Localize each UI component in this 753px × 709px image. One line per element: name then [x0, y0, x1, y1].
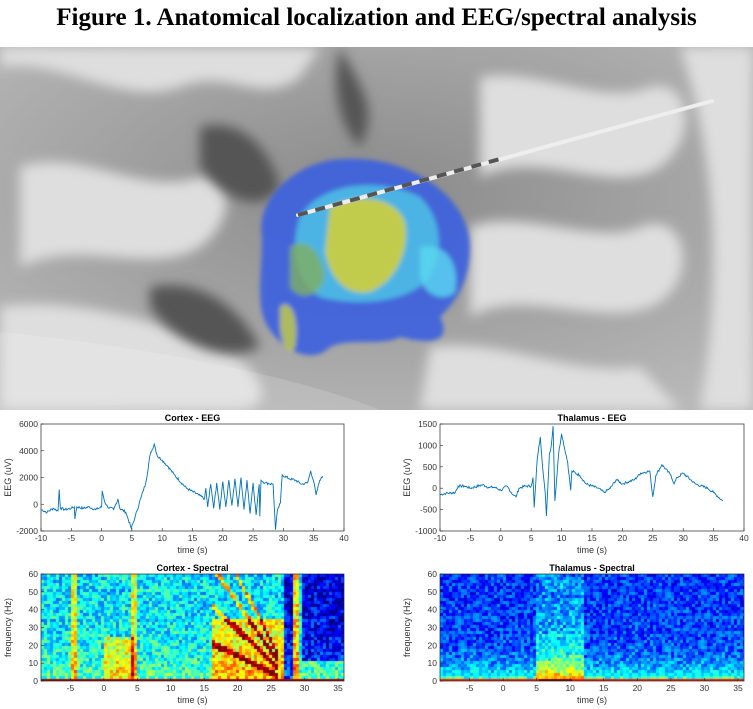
thalamus-eeg-plot: Thalamus - EEG time (s) EEG (uV) -10 -5 0 5 10 1… — [402, 413, 749, 555]
x-tick-label: -5 — [68, 533, 76, 543]
plot-title: Thalamus - EEG — [557, 413, 626, 423]
axes-box — [40, 423, 345, 532]
x-tick-label: -5 — [467, 533, 475, 543]
y-tick-label: 20 — [428, 640, 438, 650]
cortex-eeg-plot: Cortex - EEG time (s) EEG (uV) -10 -5 0 5 10 15 2… — [3, 413, 349, 555]
y-tick-label: 30 — [428, 623, 438, 633]
x-tick-label: 10 — [565, 683, 575, 693]
y-axis-label: frequency (Hz) — [402, 598, 412, 657]
spectrogram-axes: Thalamus - Spectral time (s) frequency (Hz… — [402, 563, 745, 705]
x-axis-label: time (s) — [577, 545, 607, 555]
y-tick-label: -500 — [420, 505, 437, 515]
y-tick-label: 50 — [428, 587, 438, 597]
x-tick-label: -5 — [466, 683, 474, 693]
x-tick-label: 15 — [188, 533, 198, 543]
x-tick-label: 10 — [166, 683, 176, 693]
x-axis-label: time (s) — [178, 545, 208, 555]
x-tick-label: 15 — [199, 683, 209, 693]
y-tick-label: 40 — [428, 605, 438, 615]
electrode-shaft — [296, 99, 714, 217]
eeg-trace-cortex — [40, 442, 324, 530]
y-axis-label: EEG (uV) — [3, 458, 13, 497]
x-tick-label: 10 — [557, 533, 567, 543]
x-axis-label: time (s) — [178, 695, 208, 705]
y-tick-label: 60 — [428, 569, 438, 579]
y-tick-label: 0 — [432, 676, 437, 686]
spectrogram-heatmap — [41, 574, 344, 681]
axes-box — [439, 423, 745, 532]
y-tick-label: 40 — [29, 605, 39, 615]
x-tick-label: -10 — [35, 533, 48, 543]
y-axis-label: EEG (uV) — [402, 458, 412, 497]
x-tick-label: 25 — [248, 533, 258, 543]
y-tick-label: 60 — [29, 569, 39, 579]
x-tick-label: 0 — [99, 533, 104, 543]
x-tick-label: 40 — [339, 533, 349, 543]
x-tick-label: 40 — [739, 533, 749, 543]
x-tick-label: 15 — [587, 533, 597, 543]
x-tick-label: 20 — [218, 533, 228, 543]
spectrogram-axes: Cortex - Spectral time (s) frequency (Hz) -… — [3, 563, 345, 705]
x-tick-label: 5 — [534, 683, 539, 693]
x-tick-label: 10 — [157, 533, 167, 543]
x-tick-label: 30 — [678, 533, 688, 543]
spectrogram-heatmap — [440, 574, 744, 681]
x-tick-label: 35 — [309, 533, 319, 543]
plot-title: Thalamus - Spectral — [549, 563, 635, 573]
y-axis-label: frequency (Hz) — [3, 598, 13, 657]
x-tick-label: 5 — [130, 533, 135, 543]
x-tick-label: -5 — [67, 683, 75, 693]
x-axis-label: time (s) — [577, 695, 607, 705]
x-tick-label: 0 — [102, 683, 107, 693]
cortex-spectral-plot: Cortex - Spectral time (s) frequency (Hz) -… — [0, 560, 376, 709]
x-tick-label: 35 — [709, 533, 719, 543]
y-tick-label: -1000 — [415, 526, 437, 536]
x-tick-label: 20 — [633, 683, 643, 693]
y-tick-label: -2000 — [16, 526, 38, 536]
x-tick-label: 0 — [501, 683, 506, 693]
x-tick-label: 25 — [266, 683, 276, 693]
x-tick-label: 30 — [300, 683, 310, 693]
plot-title: Cortex - Spectral — [156, 563, 228, 573]
y-tick-label: 2000 — [19, 473, 38, 483]
x-tick-label: 35 — [333, 683, 343, 693]
x-tick-label: 0 — [498, 533, 503, 543]
x-tick-label: -10 — [434, 533, 447, 543]
y-tick-label: 1500 — [418, 419, 437, 429]
y-tick-label: 4000 — [19, 446, 38, 456]
y-tick-label: 30 — [29, 623, 39, 633]
x-tick-label: 5 — [529, 533, 534, 543]
x-tick-label: 25 — [648, 533, 658, 543]
x-tick-label: 30 — [700, 683, 710, 693]
x-tick-label: 15 — [599, 683, 609, 693]
y-tick-label: 20 — [29, 640, 39, 650]
axes-box — [439, 573, 745, 682]
x-tick-label: 35 — [733, 683, 743, 693]
y-tick-label: 0 — [432, 483, 437, 493]
y-tick-label: 6000 — [19, 419, 38, 429]
figure-title: Figure 1. Anatomical localization and EE… — [56, 4, 697, 31]
y-tick-label: 10 — [29, 658, 39, 668]
y-tick-label: 10 — [428, 658, 438, 668]
plot-title: Cortex - EEG — [165, 413, 221, 423]
y-tick-label: 500 — [423, 462, 437, 472]
axes-box — [40, 573, 345, 682]
y-tick-label: 1000 — [418, 440, 437, 450]
y-tick-label: 0 — [33, 676, 38, 686]
x-tick-label: 25 — [666, 683, 676, 693]
x-tick-label: 20 — [618, 533, 628, 543]
eeg-trace-thalamus — [439, 426, 724, 517]
y-tick-label: 50 — [29, 587, 39, 597]
mri-brain-image — [0, 47, 753, 410]
y-tick-label: 0 — [33, 499, 38, 509]
thalamus-spectral-plot: Thalamus - Spectral time (s) frequency (Hz… — [376, 560, 753, 709]
x-tick-label: 20 — [233, 683, 243, 693]
x-tick-label: 30 — [279, 533, 289, 543]
x-tick-label: 5 — [135, 683, 140, 693]
